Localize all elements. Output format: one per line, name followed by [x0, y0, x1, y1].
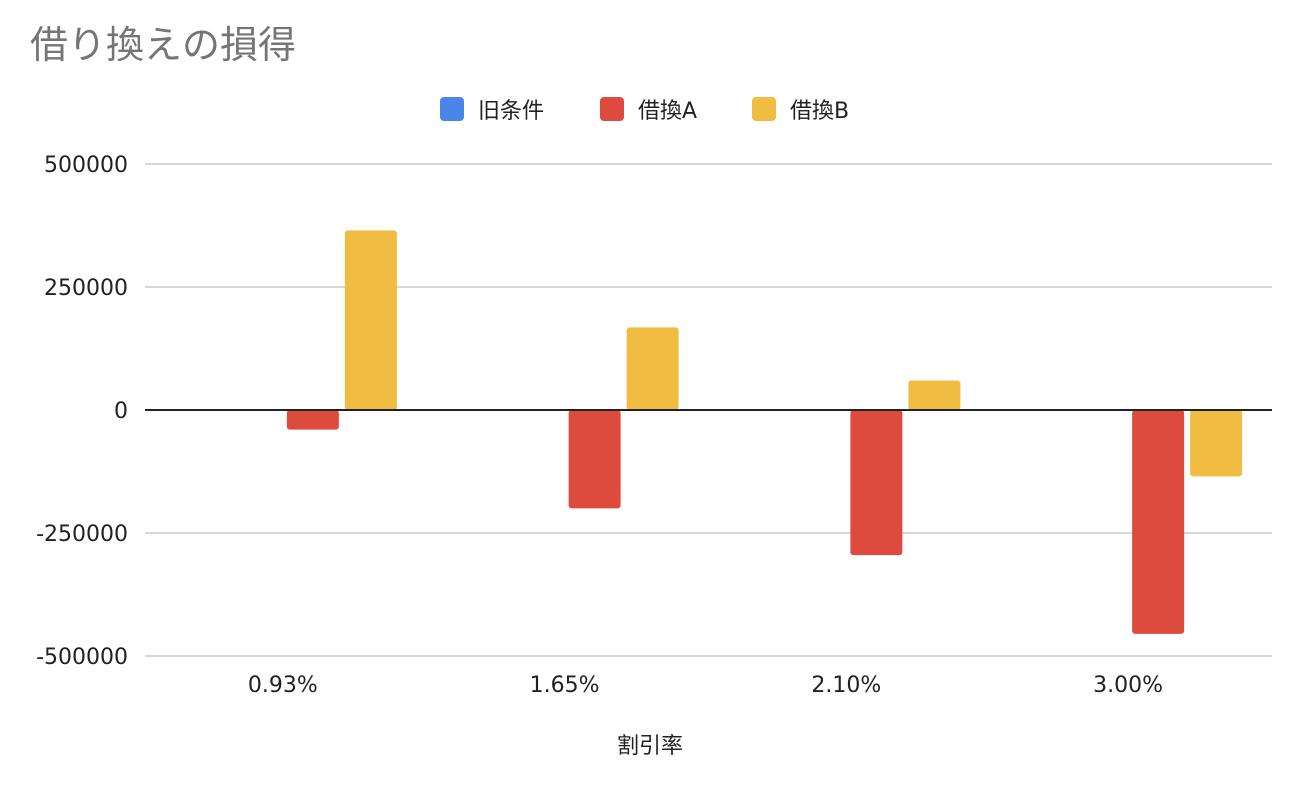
bar	[908, 380, 961, 410]
y-tick-label: 500000	[44, 153, 128, 178]
x-tick-label: 2.10%	[811, 673, 881, 698]
legend-swatch-old	[440, 97, 464, 121]
x-axis-label: 割引率	[616, 734, 683, 759]
bar	[344, 230, 397, 410]
y-tick-label: 0	[114, 399, 128, 424]
bar	[286, 410, 339, 430]
x-tick-label: 1.65%	[530, 673, 600, 698]
bar	[568, 410, 621, 509]
legend-item-old[interactable]: 旧条件	[440, 92, 544, 126]
legend-item-b[interactable]: 借換B	[752, 92, 849, 126]
chart-title: 借り換えの損得	[30, 23, 297, 67]
bar	[1132, 410, 1185, 634]
y-tick-label: -500000	[36, 645, 128, 670]
legend-swatch-b	[752, 97, 776, 121]
legend-label-old: 旧条件	[478, 99, 545, 124]
legend-swatch-a	[600, 97, 624, 121]
y-tick-label: -250000	[36, 522, 128, 547]
y-tick-label: 250000	[44, 276, 128, 301]
bar	[850, 410, 903, 556]
bar	[1190, 410, 1243, 477]
legend-item-a[interactable]: 借換A	[600, 92, 697, 126]
legend: 旧条件 借換A 借換B	[0, 92, 1300, 126]
legend-label-a: 借換A	[638, 99, 698, 124]
x-tick-label: 3.00%	[1093, 673, 1163, 698]
bar	[626, 327, 679, 410]
legend-label-b: 借換B	[790, 99, 850, 124]
x-tick-label: 0.93%	[248, 673, 318, 698]
